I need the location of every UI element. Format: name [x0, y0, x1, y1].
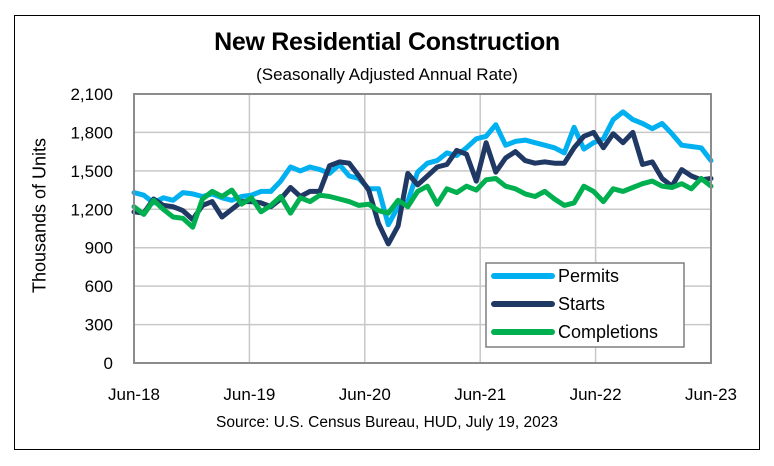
- chart-frame: [14, 15, 760, 450]
- source-note: Source: U.S. Census Bureau, HUD, July 19…: [215, 414, 559, 431]
- legend: Permits Starts Completions: [485, 262, 685, 348]
- series-line-starts: [131, 129, 714, 247]
- y-tick-label: 1,200: [70, 200, 113, 219]
- series-line-permits: [131, 109, 714, 228]
- x-tick-label: Jun-18: [108, 385, 160, 404]
- y-tick-label: 900: [85, 239, 113, 258]
- y-axis-ticks: 0 300 600 900 1,200 1,500 1,800 2,100: [70, 85, 113, 373]
- x-tick-label: Jun-20: [339, 385, 391, 404]
- x-tick-label: Jun-19: [223, 385, 275, 404]
- chart-subtitle: (Seasonally Adjusted Annual Rate): [256, 65, 518, 84]
- y-tick-label: 2,100: [70, 85, 113, 104]
- y-tick-label: 600: [85, 277, 113, 296]
- legend-label-permits: Permits: [558, 266, 619, 286]
- y-tick-label: 1,800: [70, 123, 113, 142]
- x-tick-label: Jun-22: [570, 385, 622, 404]
- x-tick-label: Jun-21: [454, 385, 506, 404]
- y-tick-label: 0: [104, 354, 113, 373]
- legend-label-starts: Starts: [558, 294, 605, 314]
- legend-label-completions: Completions: [558, 322, 658, 342]
- y-tick-label: 1,500: [70, 162, 113, 181]
- y-tick-label: 300: [85, 316, 113, 335]
- plot-border: [133, 93, 712, 364]
- chart-title: New Residential Construction: [214, 28, 560, 56]
- series-lines: [131, 109, 714, 247]
- x-tick-label: Jun-23: [685, 385, 737, 404]
- x-axis-ticks: Jun-18 Jun-19 Jun-20 Jun-21 Jun-22 Jun-23: [108, 385, 737, 404]
- series-line-completions: [131, 176, 714, 230]
